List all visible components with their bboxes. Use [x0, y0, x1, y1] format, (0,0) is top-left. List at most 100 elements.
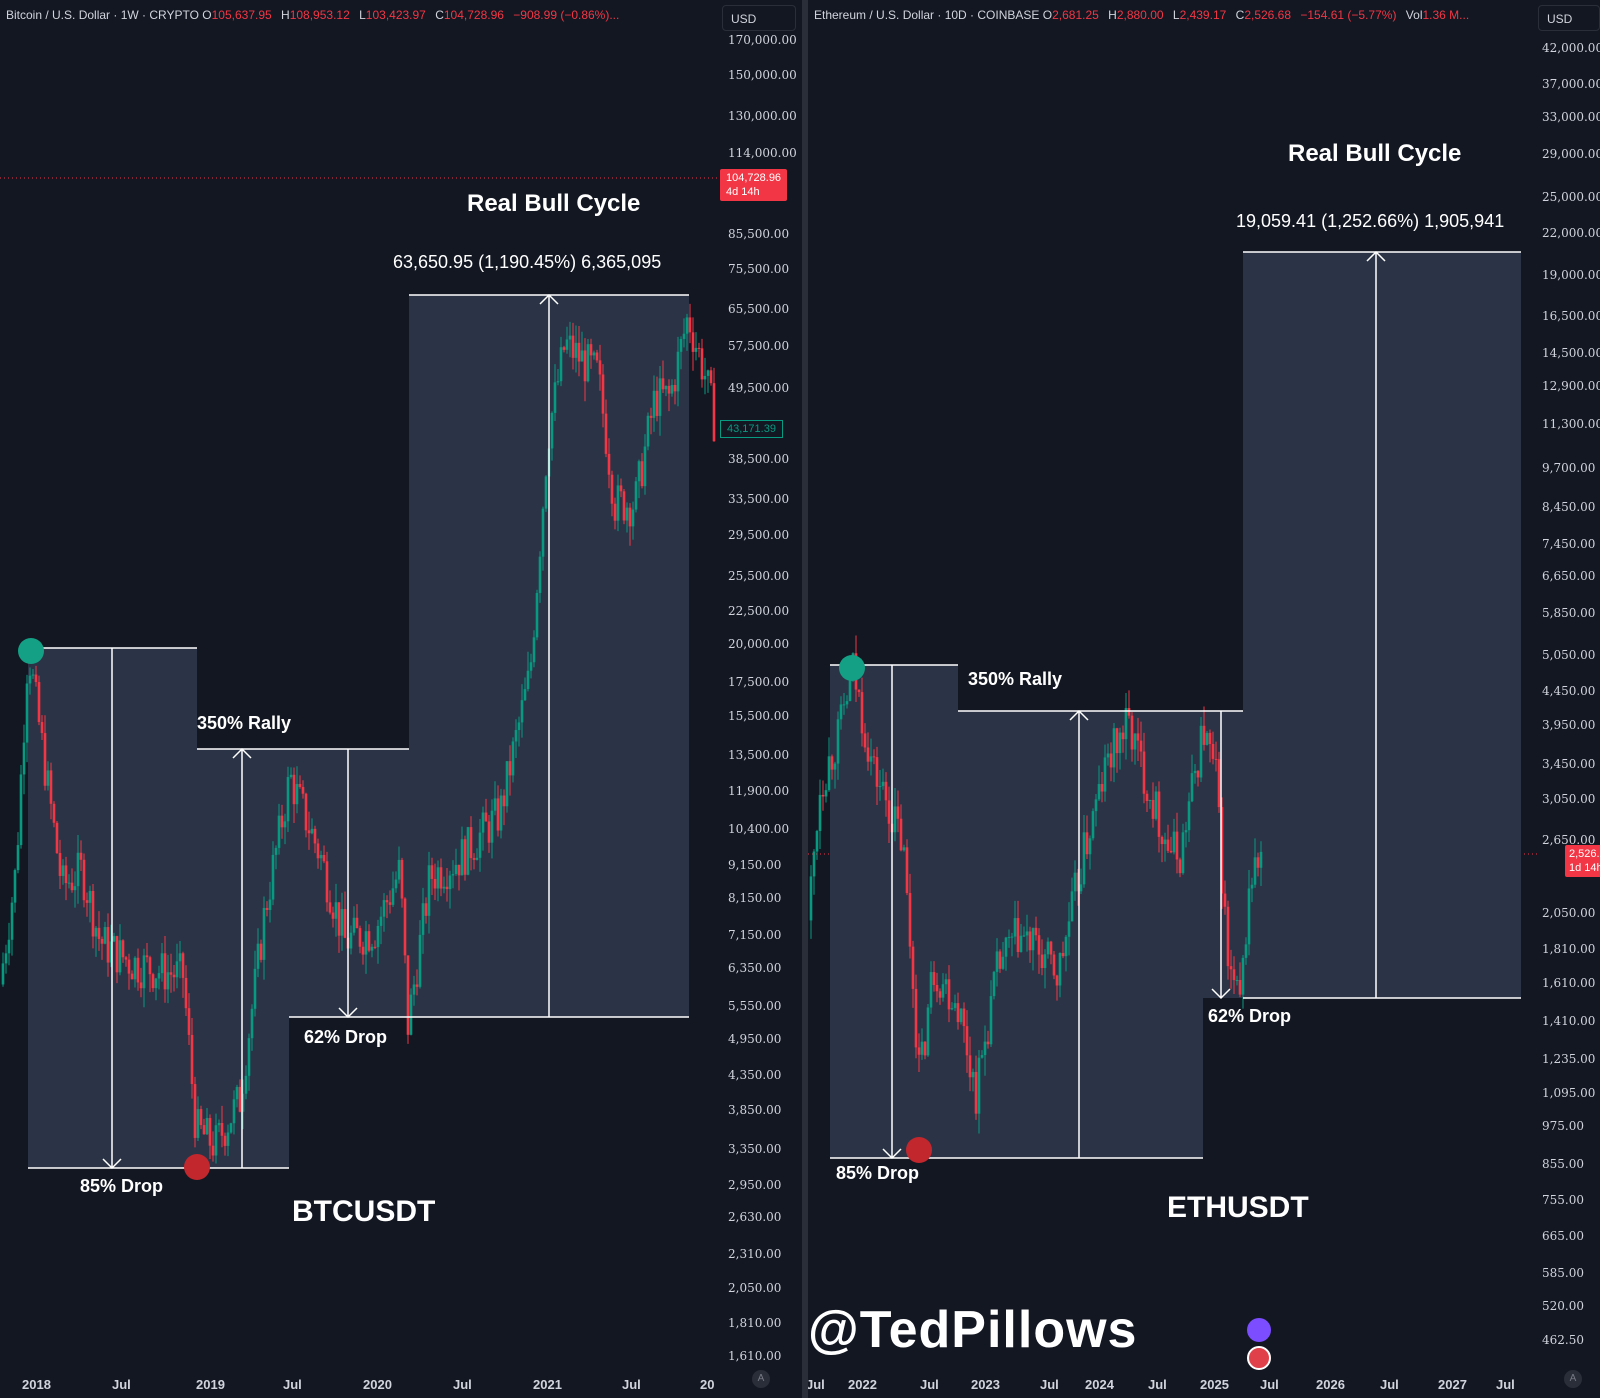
eth-high-label: H [1108, 8, 1117, 22]
btc-candle-body [256, 943, 260, 969]
eth-candle-body [1013, 918, 1017, 937]
btc-candle-body [175, 961, 179, 978]
eth-bull-arrowhead [1366, 250, 1386, 262]
eth-candle-body [1175, 831, 1179, 860]
eth-header: Ethereum / U.S. Dollar · 10D · COINBASE … [814, 8, 1475, 22]
eth-low: 2,439.17 [1179, 8, 1227, 22]
eth-candle-body [953, 1003, 957, 1009]
btc-time-tick: 2019 [196, 1377, 225, 1392]
btc-auto-scale-button[interactable]: A [752, 1370, 770, 1388]
btc-candle-body [94, 927, 98, 937]
eth-price-tick: 520.00 [1542, 1299, 1584, 1314]
eth-candle-body [1019, 935, 1023, 953]
eth-candle-body [1220, 807, 1224, 894]
btc-candle-body [265, 907, 269, 911]
eth-candle-body [914, 988, 918, 1048]
btc-candle-body [397, 859, 401, 880]
eth-candle-body [1025, 931, 1029, 936]
btc-candle-body [22, 742, 26, 775]
btc-candle-body [553, 382, 557, 413]
eth-drop2-label: 62% Drop [1208, 1006, 1292, 1026]
btc-candle-body [622, 491, 626, 521]
btc-candle-body [232, 1099, 236, 1124]
btc-price-tick: 1,810.00 [728, 1315, 782, 1330]
eth-price-tick: 975.00 [1542, 1119, 1584, 1134]
eth-price-tick: 755.00 [1542, 1192, 1584, 1207]
watermark-icons [1245, 1318, 1275, 1378]
btc-candle-body [169, 972, 173, 975]
btc-candle-body [250, 1008, 254, 1039]
btc-chart-canvas[interactable] [0, 0, 802, 1398]
btc-candle-body [205, 1118, 209, 1135]
eth-candle-body [1238, 979, 1242, 995]
eth-candle-body [1091, 811, 1095, 839]
btc-currency-button[interactable]: USD [722, 5, 796, 31]
eth-chart-canvas[interactable] [808, 0, 1600, 1398]
eth-candle-body [1187, 801, 1191, 831]
btc-candle-body [82, 859, 86, 901]
btc-measure-label: 63,650.95 (1,190.45%) 6,365,095 [393, 252, 662, 272]
eth-candle-body [1121, 732, 1125, 740]
btc-candle-body [340, 909, 344, 936]
btc-bull-arrowhead [539, 293, 559, 305]
btc-chart-panel[interactable]: Bitcoin / U.S. Dollar · 1W · CRYPTO O105… [0, 0, 802, 1398]
eth-candle-body [818, 794, 822, 831]
btc-candle-body [331, 912, 335, 919]
eth-chart-panel[interactable]: Ethereum / U.S. Dollar · 10D · COINBASE … [808, 0, 1600, 1398]
btc-candle-body [316, 843, 320, 859]
eth-price-tick: 11,300.00 [1542, 417, 1600, 432]
eth-auto-scale-button[interactable]: A [1564, 1370, 1582, 1388]
btc-candle-body [208, 1118, 212, 1146]
btc-candle-body [586, 344, 590, 382]
btc-candle-body [235, 1086, 239, 1100]
btc-candle-body [424, 903, 428, 916]
btc-drop1-arrowhead [102, 1158, 122, 1170]
eth-time-tick: Jul [1260, 1377, 1279, 1392]
btc-candle-body [88, 890, 92, 903]
btc-candle-body [151, 974, 155, 989]
eth-candle-body [1157, 791, 1161, 837]
btc-candle-body [337, 902, 341, 936]
eth-candle-body [1226, 906, 1230, 967]
btc-candle-body [73, 886, 77, 891]
eth-currency-button[interactable]: USD [1538, 5, 1600, 31]
eth-candle-body [1247, 888, 1251, 945]
eth-candle-body [989, 996, 993, 1045]
btc-candle-body [253, 968, 257, 1009]
btc-candle-body [451, 874, 455, 876]
btc-candle-body [46, 770, 50, 786]
eth-candle-body [1061, 952, 1065, 957]
btc-candle-body [352, 917, 356, 933]
eth-price-tick: 1,095.00 [1542, 1086, 1596, 1101]
eth-candle-body [1163, 839, 1167, 845]
eth-price-tick: 25,000.00 [1542, 189, 1600, 204]
eth-candle-body [1256, 857, 1260, 868]
eth-candle-body [1250, 884, 1254, 889]
btc-candle-body [604, 413, 608, 454]
btc-candle-body [670, 385, 674, 394]
eth-candle-body [968, 1055, 972, 1078]
eth-candle-body [1028, 931, 1032, 951]
btc-candle-body [691, 332, 695, 352]
eth-candle-body [896, 806, 900, 819]
btc-candle-body [28, 675, 32, 684]
btc-candle-body [637, 461, 641, 482]
lightning-icon [1247, 1318, 1271, 1342]
eth-candle-body [980, 1055, 984, 1058]
btc-candle-body [334, 902, 338, 919]
btc-candle-body [487, 821, 491, 843]
btc-candle-body [295, 784, 299, 805]
panel-divider[interactable] [802, 0, 808, 1398]
btc-candle-body [406, 955, 410, 1035]
btc-candle-body [625, 507, 629, 521]
btc-candle-body [355, 917, 359, 929]
btc-candle-body [154, 978, 158, 989]
eth-candle-body [998, 951, 1002, 969]
btc-drop2-label: 62% Drop [304, 1027, 388, 1047]
btc-price-tick: 170,000.00 [728, 33, 797, 47]
btc-low: 103,423.97 [365, 8, 426, 22]
eth-candle-body [986, 1041, 990, 1045]
eth-price-tick: 585.00 [1542, 1265, 1584, 1280]
btc-price-tick: 2,050.00 [728, 1280, 782, 1295]
eth-candle-body [812, 851, 816, 877]
